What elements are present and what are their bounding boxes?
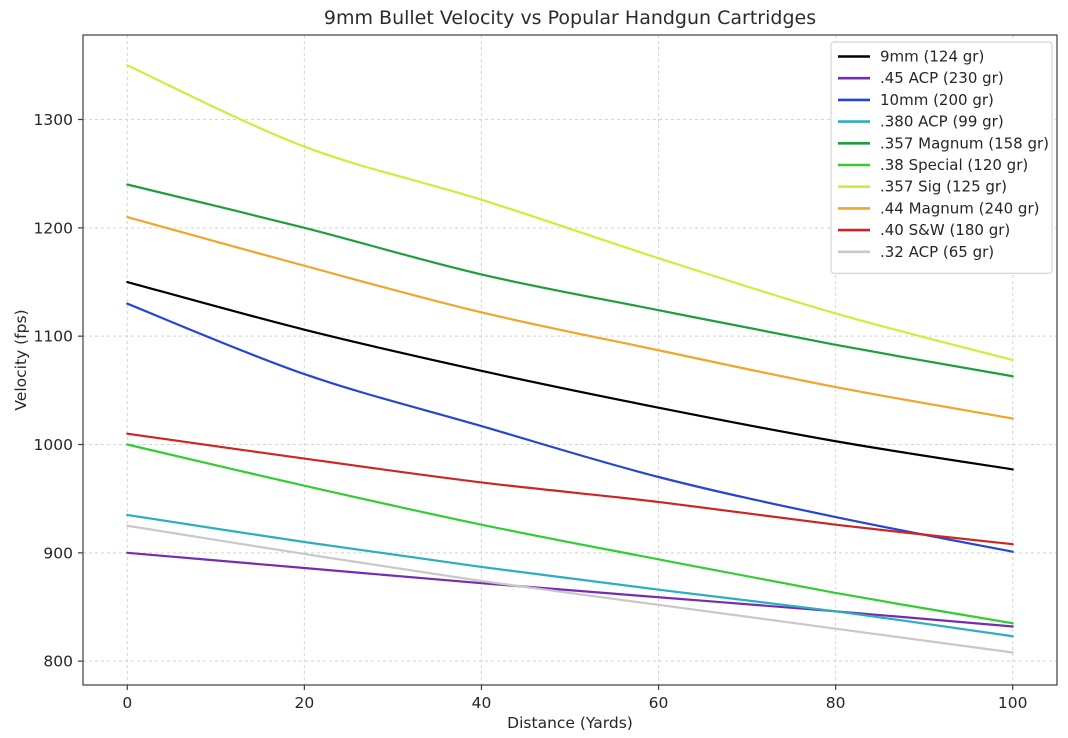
- series-line-45-acp-230-gr: [126, 551, 1014, 628]
- legend-label: .40 S&W (180 gr): [880, 221, 1010, 239]
- y-tick-label: 900: [43, 544, 73, 562]
- legend-item-32-acp-65-gr: .32 ACP (65 gr): [838, 243, 994, 261]
- series-line-357-sig-125-gr: [126, 64, 1014, 362]
- legend-label: 9mm (124 gr): [880, 48, 984, 66]
- x-tick-label: 100: [998, 694, 1028, 712]
- legend-item-38-special-120-gr: .38 Special (120 gr): [838, 156, 1028, 174]
- legend-label: 10mm (200 gr): [880, 91, 994, 109]
- x-tick-label: 0: [122, 694, 132, 712]
- y-axis-label: Velocity (fps): [12, 309, 30, 410]
- series-line-380-acp-99-gr: [126, 513, 1014, 638]
- y-tick-label: 1200: [34, 219, 73, 237]
- legend-label: .32 ACP (65 gr): [880, 243, 994, 261]
- legend-box: [830, 41, 1053, 274]
- legend-label: .38 Special (120 gr): [880, 156, 1028, 174]
- series-line-9mm-124-gr: [126, 280, 1014, 471]
- legend-item-40-s-w-180-gr: .40 S&W (180 gr): [838, 221, 1010, 239]
- y-tick-label: 800: [43, 653, 73, 671]
- legend-item-10mm-200-gr: 10mm (200 gr): [838, 91, 994, 109]
- series-line-44-magnum-240-gr: [126, 215, 1014, 420]
- legend-label: .357 Sig (125 gr): [880, 178, 1007, 196]
- series-line-40-s-w-180-gr: [126, 432, 1014, 546]
- x-tick-label: 80: [826, 694, 846, 712]
- series-line-38-special-120-gr: [126, 443, 1014, 625]
- y-tick-label: 1300: [34, 111, 73, 129]
- legend: 9mm (124 gr) .45 ACP (230 gr) 10mm (200 gr…: [830, 41, 1053, 274]
- series-lines: [126, 64, 1014, 654]
- legend-item-357-sig-125-gr: .357 Sig (125 gr): [838, 178, 1007, 196]
- legend-item-380-acp-99-gr: .380 ACP (99 gr): [838, 113, 1004, 131]
- plot-border: [82, 34, 1058, 686]
- series-line-32-acp-65-gr: [126, 524, 1014, 654]
- series-line-357-magnum-158-gr: [126, 183, 1014, 378]
- legend-item-44-magnum-240-gr: .44 Magnum (240 gr): [838, 199, 1039, 217]
- axis-ticks: 0 20 40 60 80 100 800 900 1000 1100 1200 1300: [34, 111, 1028, 712]
- x-tick-label: 40: [472, 694, 492, 712]
- legend-item-45-acp-230-gr: .45 ACP (230 gr): [838, 69, 1004, 87]
- x-axis-label: Distance (Yards): [507, 714, 633, 732]
- legend-label: .45 ACP (230 gr): [880, 69, 1004, 87]
- y-tick-label: 1100: [34, 328, 73, 346]
- legend-label: .380 ACP (99 gr): [880, 113, 1004, 131]
- legend-item-357-magnum-158-gr: .357 Magnum (158 gr): [838, 134, 1049, 152]
- x-tick-label: 60: [649, 694, 669, 712]
- x-tick-label: 20: [294, 694, 314, 712]
- legend-label: .44 Magnum (240 gr): [880, 199, 1039, 217]
- legend-item-9mm-124-gr: 9mm (124 gr): [838, 48, 984, 66]
- series-line-10mm-200-gr: [126, 302, 1014, 553]
- y-tick-label: 1000: [34, 436, 73, 454]
- legend-label: .357 Magnum (158 gr): [880, 134, 1049, 152]
- chart-title: 9mm Bullet Velocity vs Popular Handgun C…: [324, 7, 816, 29]
